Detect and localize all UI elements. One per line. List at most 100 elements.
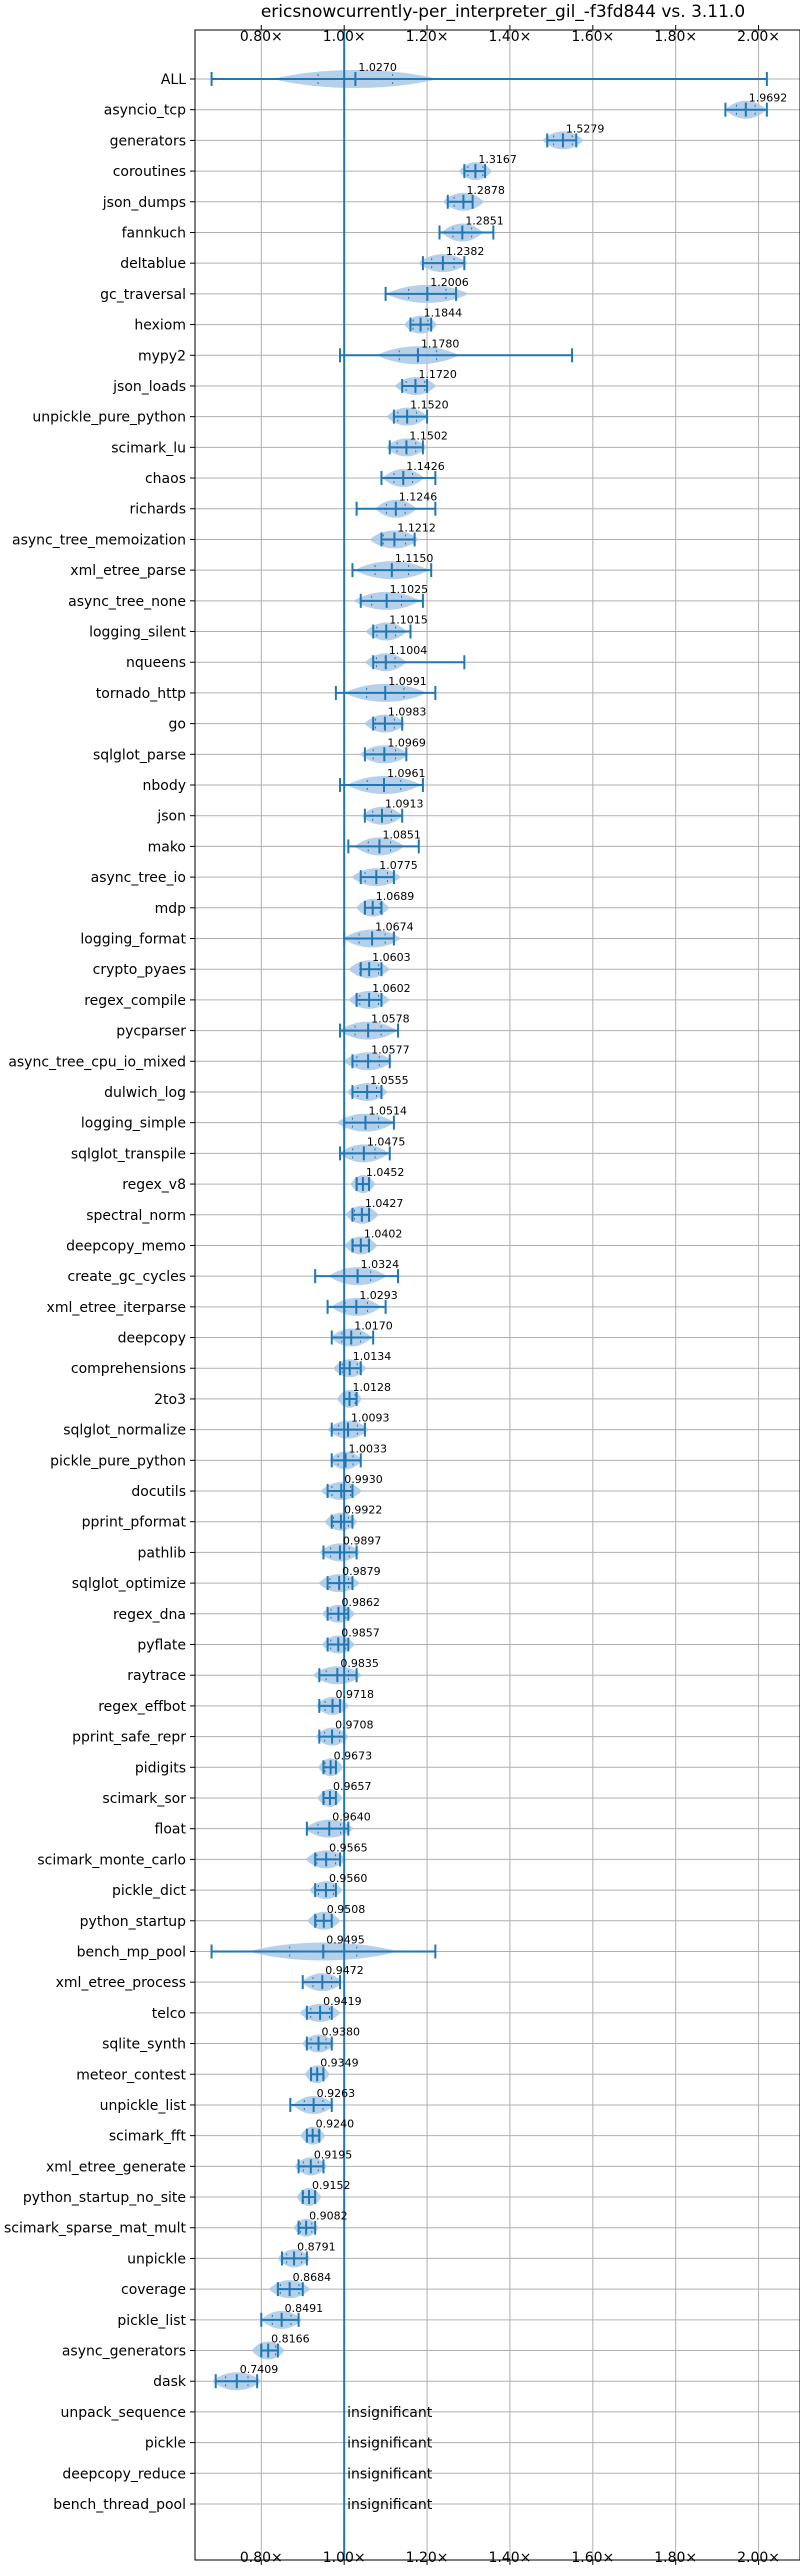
- category-label: xml_etree_generate: [46, 2159, 186, 2175]
- category-label: spectral_norm: [86, 1208, 186, 1224]
- value-label: 1.2006: [430, 276, 469, 289]
- value-label: 0.9419: [323, 1995, 362, 2008]
- value-label: 0.9495: [326, 1933, 365, 1946]
- category-label: json_dumps: [102, 195, 186, 211]
- category-label: async_tree_memoization: [12, 532, 186, 548]
- category-label: pprint_pformat: [82, 1515, 187, 1531]
- value-label: 1.5279: [566, 122, 605, 135]
- category-label: sqlite_synth: [102, 2037, 186, 2053]
- category-label: bench_mp_pool: [77, 1944, 186, 1960]
- category-label: dulwich_log: [104, 1085, 186, 1101]
- category-label: pickle: [145, 2436, 186, 2452]
- category-label: go: [169, 717, 186, 733]
- value-label: 1.1150: [395, 552, 434, 565]
- value-label: 1.0270: [358, 61, 397, 74]
- category-label: xml_etree_process: [56, 1975, 186, 1991]
- category-label: async_tree_none: [68, 594, 186, 610]
- value-label: 1.3167: [478, 153, 516, 166]
- value-label: 1.9692: [749, 92, 788, 105]
- category-label: tornado_http: [96, 686, 186, 702]
- category-label: coroutines: [113, 164, 186, 180]
- category-label: unpickle_pure_python: [32, 410, 186, 426]
- insignificant-label: insignificant: [347, 2436, 433, 2452]
- value-label: 0.9673: [334, 1749, 373, 1762]
- category-label: mypy2: [138, 348, 186, 364]
- insignificant-label: insignificant: [347, 2466, 433, 2482]
- category-label: raytrace: [127, 1668, 186, 1684]
- value-label: 0.9708: [335, 1719, 374, 1732]
- value-label: 0.9380: [321, 2026, 360, 2039]
- insignificant-label: insignificant: [347, 2497, 433, 2513]
- category-label: asyncio_tcp: [104, 103, 186, 119]
- category-label: generators: [110, 133, 186, 149]
- value-label: 1.0578: [371, 1013, 410, 1026]
- value-label: 1.1004: [389, 644, 428, 657]
- value-label: 1.0170: [354, 1320, 393, 1333]
- value-label: 1.1520: [410, 399, 449, 412]
- category-label: unpack_sequence: [61, 2405, 186, 2421]
- category-label: json: [156, 809, 186, 825]
- category-label: coverage: [121, 2282, 186, 2298]
- x-tick-label-top: 1.40×: [488, 29, 531, 45]
- category-label: sqlglot_parse: [93, 747, 186, 763]
- value-label: 1.2878: [466, 184, 505, 197]
- category-label: python_startup: [80, 1914, 186, 1930]
- value-label: 0.9152: [312, 2179, 351, 2192]
- category-label: richards: [130, 502, 187, 518]
- value-label: 0.9349: [320, 2056, 359, 2069]
- value-label: 1.1426: [406, 460, 445, 473]
- category-label: scimark_monte_carlo: [37, 1852, 186, 1868]
- category-label: nbody: [143, 778, 187, 794]
- category-label: logging_simple: [81, 1116, 186, 1132]
- category-label: unpickle_list: [100, 2098, 187, 2114]
- value-label: 0.9835: [340, 1657, 379, 1670]
- category-label: regex_compile: [84, 993, 186, 1009]
- x-tick-label-top: 1.60×: [571, 29, 614, 45]
- value-label: 1.2382: [446, 245, 485, 258]
- value-label: 1.0293: [359, 1289, 398, 1302]
- category-label: pprint_safe_repr: [72, 1730, 186, 1746]
- value-label: 1.0324: [361, 1258, 400, 1271]
- value-label: 1.1015: [389, 614, 428, 627]
- value-label: 0.9640: [332, 1811, 371, 1824]
- value-label: 1.0603: [372, 951, 411, 964]
- category-label: python_startup_no_site: [23, 2190, 186, 2206]
- value-label: 1.0674: [375, 920, 414, 933]
- x-tick-label-bottom: 1.20×: [406, 2550, 449, 2566]
- x-tick-label-bottom: 1.60×: [571, 2550, 614, 2566]
- category-label: async_tree_cpu_io_mixed: [8, 1054, 186, 1070]
- value-label: 1.0961: [387, 767, 426, 780]
- category-label: scimark_sparse_mat_mult: [4, 2221, 186, 2237]
- plot-frame: [194, 29, 800, 2561]
- whiskers: [210, 30, 768, 2560]
- value-label: 1.2851: [465, 214, 504, 227]
- category-label: sqlglot_transpile: [71, 1146, 186, 1162]
- category-label: docutils: [131, 1484, 186, 1500]
- category-label: scimark_sor: [102, 1791, 186, 1807]
- category-label: comprehensions: [71, 1361, 186, 1377]
- x-tick-label-top: 1.20×: [406, 29, 449, 45]
- value-label: 0.9565: [329, 1841, 368, 1854]
- category-label: regex_dna: [113, 1607, 186, 1623]
- value-label: 1.1025: [390, 583, 429, 596]
- category-label: deltablue: [120, 256, 186, 272]
- value-label: 0.8791: [297, 2240, 336, 2253]
- value-label: 0.9862: [341, 1596, 380, 1609]
- category-label: 2to3: [154, 1392, 186, 1408]
- value-label: 0.9930: [344, 1473, 383, 1486]
- value-label: 0.9718: [335, 1688, 374, 1701]
- category-label: fannkuch: [122, 225, 186, 241]
- category-label: async_generators: [62, 2344, 186, 2360]
- category-label: gc_traversal: [100, 287, 186, 303]
- category-label: mdp: [155, 901, 187, 917]
- category-label: pathlib: [138, 1545, 187, 1561]
- category-label: pidigits: [135, 1760, 186, 1776]
- x-tick-label-bottom: 1.80×: [654, 2550, 697, 2566]
- value-label: 1.0555: [370, 1074, 409, 1087]
- value-label: 0.7409: [240, 2363, 278, 2376]
- value-label: 1.1212: [397, 521, 436, 534]
- category-label: sqlglot_optimize: [72, 1576, 186, 1592]
- category-label: scimark_fft: [109, 2129, 187, 2145]
- value-label: 1.1780: [421, 337, 460, 350]
- value-label: 1.0913: [385, 798, 424, 811]
